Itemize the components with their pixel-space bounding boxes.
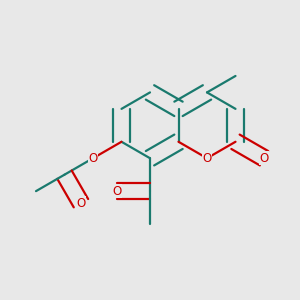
Text: O: O bbox=[112, 184, 122, 198]
Text: O: O bbox=[202, 152, 211, 165]
Text: O: O bbox=[260, 152, 268, 165]
Text: O: O bbox=[88, 152, 98, 165]
Text: O: O bbox=[76, 197, 86, 210]
